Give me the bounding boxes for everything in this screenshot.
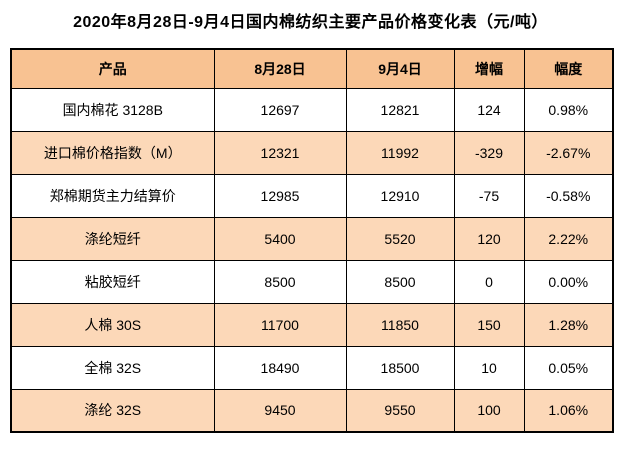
price-aug28-cell: 12321 — [213, 130, 347, 175]
price-table: 产品 8月28日 9月4日 增幅 幅度 国内棉花 3128B 12697 128… — [10, 48, 614, 433]
price-aug28-cell: 12985 — [213, 173, 347, 218]
table-row: 郑棉期货主力结算价 12985 12910 -75 -0.58% — [10, 173, 614, 218]
price-aug28-cell: 12697 — [213, 87, 347, 132]
price-sep4-cell: 9550 — [345, 388, 455, 433]
page-title: 2020年8月28日-9月4日国内棉纺织主要产品价格变化表（元/吨） — [73, 14, 548, 31]
change-cell: 120 — [453, 216, 525, 261]
table-row: 粘胶短纤 8500 8500 0 0.00% — [10, 259, 614, 304]
price-aug28-cell: 18490 — [213, 345, 347, 390]
price-aug28-cell: 11700 — [213, 302, 347, 347]
price-sep4-cell: 11992 — [345, 130, 455, 175]
product-name-cell: 涤纶短纤 — [10, 216, 215, 261]
product-name-cell: 人棉 30S — [10, 302, 215, 347]
percent-cell: 0.05% — [523, 345, 614, 390]
table-row: 人棉 30S 11700 11850 150 1.28% — [10, 302, 614, 347]
product-name-cell: 粘胶短纤 — [10, 259, 215, 304]
table-header-row: 产品 8月28日 9月4日 增幅 幅度 — [10, 48, 614, 89]
percent-cell: -2.67% — [523, 130, 614, 175]
product-name-cell: 进口棉价格指数（M） — [10, 130, 215, 175]
price-aug28-cell: 9450 — [213, 388, 347, 433]
price-sep4-cell: 5520 — [345, 216, 455, 261]
product-name-cell: 涤纶 32S — [10, 388, 215, 433]
product-name-cell: 全棉 32S — [10, 345, 215, 390]
column-header-product: 产品 — [10, 48, 215, 89]
change-cell: 10 — [453, 345, 525, 390]
percent-cell: 0.00% — [523, 259, 614, 304]
price-sep4-cell: 12910 — [345, 173, 455, 218]
column-header-aug28: 8月28日 — [213, 48, 347, 89]
change-cell: 100 — [453, 388, 525, 433]
price-sep4-cell: 11850 — [345, 302, 455, 347]
table-row: 国内棉花 3128B 12697 12821 124 0.98% — [10, 87, 614, 132]
change-cell: 150 — [453, 302, 525, 347]
percent-cell: 1.06% — [523, 388, 614, 433]
table-row: 全棉 32S 18490 18500 10 0.05% — [10, 345, 614, 390]
table-row: 涤纶 32S 9450 9550 100 1.06% — [10, 388, 614, 433]
product-name-cell: 国内棉花 3128B — [10, 87, 215, 132]
price-sep4-cell: 8500 — [345, 259, 455, 304]
table-row: 涤纶短纤 5400 5520 120 2.22% — [10, 216, 614, 261]
percent-cell: 1.28% — [523, 302, 614, 347]
percent-cell: -0.58% — [523, 173, 614, 218]
percent-cell: 0.98% — [523, 87, 614, 132]
column-header-change: 增幅 — [453, 48, 525, 89]
table-row: 进口棉价格指数（M） 12321 11992 -329 -2.67% — [10, 130, 614, 175]
percent-cell: 2.22% — [523, 216, 614, 261]
change-cell: -329 — [453, 130, 525, 175]
change-cell: -75 — [453, 173, 525, 218]
column-header-sep4: 9月4日 — [345, 48, 455, 89]
price-sep4-cell: 12821 — [345, 87, 455, 132]
change-cell: 124 — [453, 87, 525, 132]
change-cell: 0 — [453, 259, 525, 304]
column-header-percent: 幅度 — [523, 48, 614, 89]
price-aug28-cell: 5400 — [213, 216, 347, 261]
price-sep4-cell: 18500 — [345, 345, 455, 390]
product-name-cell: 郑棉期货主力结算价 — [10, 173, 215, 218]
price-aug28-cell: 8500 — [213, 259, 347, 304]
